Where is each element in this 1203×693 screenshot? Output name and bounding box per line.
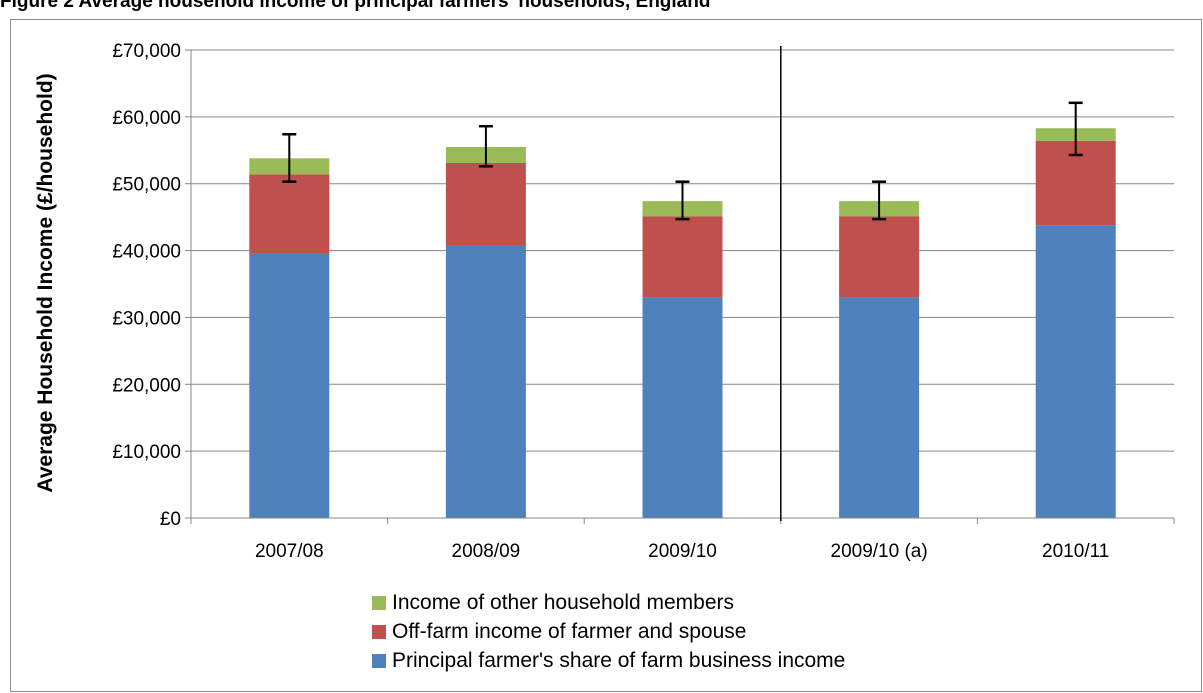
legend-label: Off-farm income of farmer and spouse (392, 620, 747, 643)
y-tick-label: £60,000 (112, 108, 181, 129)
x-tick-label: 2008/09 (452, 541, 521, 562)
bar-segment (642, 297, 723, 518)
legend-item: Principal farmer's share of farm busines… (372, 646, 845, 675)
axes: £0 £10,000 £20,000 £30,000 £40,000 £50,000 £60… (112, 41, 1175, 562)
bar-segment (839, 297, 920, 518)
x-tick-label: 2009/10 (a) (831, 541, 928, 562)
y-tick-label: £30,000 (112, 308, 181, 329)
legend-label: Principal farmer's share of farm busines… (392, 649, 846, 672)
page-title: Figure 2 Average household income of pri… (0, 0, 711, 12)
y-axis-label: Average Household Income (£/household) (34, 73, 57, 492)
bar-segment (445, 162, 526, 246)
bar-segment (445, 245, 526, 519)
chart-frame (10, 19, 1202, 692)
bar-segment (249, 253, 330, 518)
bar-segment (839, 216, 920, 298)
legend-item: Off-farm income of farmer and spouse (372, 617, 845, 646)
bars (249, 128, 1116, 519)
x-tick-label: 2007/08 (255, 541, 324, 562)
x-tick-label: 2009/10 (648, 541, 717, 562)
bar-segment (1035, 225, 1116, 518)
y-tick-label: £10,000 (112, 442, 181, 463)
y-tick-label: £70,000 (112, 41, 181, 62)
legend-swatch (372, 595, 386, 610)
legend-swatch (372, 624, 386, 639)
legend-label: Income of other household members (392, 591, 735, 614)
bar-segment (642, 216, 723, 298)
y-tick-label: £0 (160, 509, 181, 530)
x-tick-label: 2010/11 (1042, 541, 1109, 562)
error-bars (282, 101, 1083, 221)
legend: Income of other household members Off-far… (372, 588, 845, 675)
bar-segment (249, 174, 330, 254)
y-tick-label: £50,000 (112, 175, 181, 196)
y-tick-label: £20,000 (112, 375, 181, 396)
legend-item: Income of other household members (372, 588, 845, 617)
legend-swatch (372, 653, 386, 668)
y-tick-label: £40,000 (112, 242, 181, 263)
